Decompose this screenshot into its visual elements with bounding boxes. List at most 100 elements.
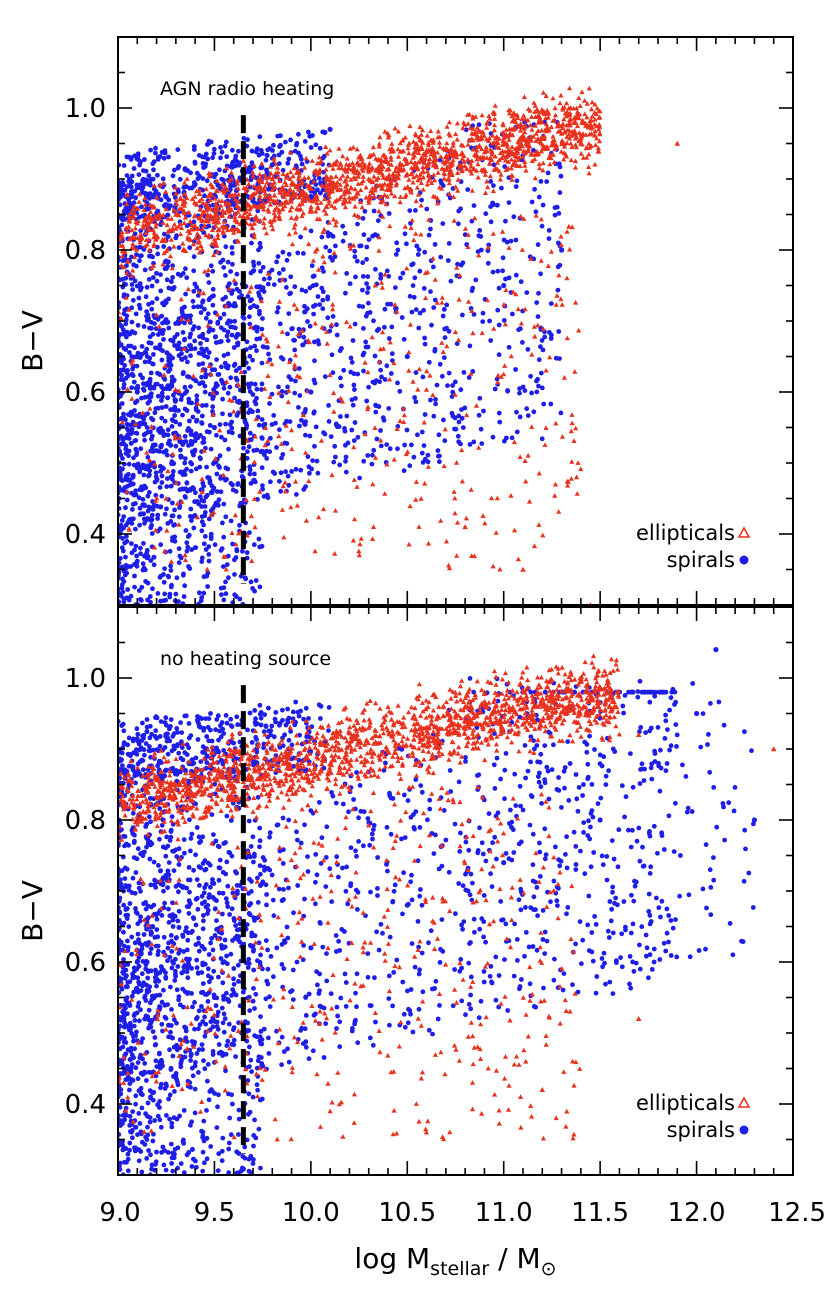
spiral-point	[175, 147, 181, 153]
elliptical-point	[418, 231, 424, 237]
spiral-point	[143, 168, 149, 174]
spiral-point	[205, 272, 211, 278]
elliptical-point	[430, 392, 436, 398]
spiral-point	[370, 233, 375, 239]
elliptical-point	[183, 248, 189, 254]
elliptical-point	[492, 135, 499, 141]
elliptical-point	[483, 136, 490, 142]
spiral-point	[361, 368, 366, 374]
elliptical-point	[521, 94, 527, 100]
spiral-point	[317, 302, 323, 307]
spiral-point	[342, 230, 348, 236]
elliptical-point	[426, 177, 432, 183]
elliptical-point	[234, 218, 240, 224]
spiral-point	[168, 519, 174, 524]
spiral-point	[499, 185, 504, 191]
elliptical-point	[439, 186, 445, 191]
spiral-point	[547, 330, 552, 335]
elliptical-point	[506, 137, 512, 142]
elliptical-point	[235, 209, 241, 214]
spiral-point	[413, 370, 419, 375]
elliptical-point	[305, 175, 312, 180]
spiral-point	[148, 370, 154, 376]
spiral-point	[164, 277, 170, 283]
spiral-point	[193, 431, 199, 437]
spiral-point	[204, 178, 210, 184]
elliptical-point	[282, 203, 288, 209]
spiral-point	[148, 525, 154, 531]
elliptical-point	[386, 166, 392, 171]
elliptical-point	[494, 160, 501, 165]
elliptical-point	[248, 195, 254, 200]
spiral-point	[517, 386, 522, 391]
spiral-point	[123, 275, 129, 281]
elliptical-point	[246, 202, 252, 208]
elliptical-point	[479, 129, 485, 134]
spiral-point	[118, 487, 123, 492]
elliptical-point	[551, 159, 557, 165]
elliptical-point	[468, 163, 474, 169]
y-tick-label: 0.4	[65, 520, 106, 550]
elliptical-point	[523, 137, 529, 143]
elliptical-point	[144, 220, 150, 226]
spiral-point	[158, 542, 164, 548]
spiral-point	[363, 339, 369, 345]
spiral-point	[182, 460, 188, 466]
spiral-point	[254, 386, 260, 392]
elliptical-point	[385, 182, 391, 188]
elliptical-point	[459, 150, 465, 155]
spiral-point	[185, 359, 190, 365]
spiral-point	[413, 399, 419, 405]
spiral-point	[159, 442, 165, 448]
spiral-point	[422, 341, 428, 347]
spiral-point	[248, 481, 254, 486]
spiral-point	[262, 452, 267, 458]
elliptical-point	[281, 194, 287, 199]
elliptical-point	[503, 167, 509, 172]
spiral-point	[471, 203, 477, 209]
elliptical-point	[567, 246, 573, 252]
elliptical-point	[356, 548, 362, 554]
elliptical-point	[370, 524, 377, 529]
spiral-point	[176, 546, 182, 551]
spiral-point	[539, 338, 545, 343]
elliptical-point	[208, 512, 214, 518]
elliptical-point	[178, 196, 184, 201]
spiral-point	[170, 538, 175, 543]
spiral-point	[155, 345, 161, 351]
spiral-point	[188, 170, 194, 176]
spiral-point	[205, 156, 211, 162]
elliptical-point	[481, 149, 488, 155]
elliptical-point	[211, 214, 217, 219]
elliptical-point	[490, 188, 496, 194]
elliptical-point	[487, 116, 493, 121]
elliptical-point	[146, 247, 152, 253]
elliptical-point	[208, 371, 214, 377]
spiral-point	[158, 504, 164, 510]
spiral-point	[480, 319, 486, 324]
spiral-point	[147, 383, 153, 388]
spiral-point	[478, 234, 484, 239]
spiral-point	[242, 369, 248, 375]
spiral-point	[462, 405, 468, 411]
spiral-point	[193, 490, 198, 496]
elliptical-point	[573, 134, 580, 140]
elliptical-point	[323, 144, 329, 149]
elliptical-point	[380, 158, 386, 164]
elliptical-point	[160, 261, 166, 267]
spiral-point	[343, 442, 348, 448]
spiral-point	[124, 570, 130, 576]
spiral-point	[538, 271, 543, 277]
elliptical-point	[171, 221, 178, 227]
spiral-point	[244, 550, 250, 555]
elliptical-point	[304, 192, 310, 197]
elliptical-point	[292, 362, 298, 367]
spiral-point	[294, 492, 299, 497]
spiral-point	[175, 342, 181, 348]
elliptical-point	[497, 150, 504, 156]
spiral-point	[366, 237, 372, 243]
spiral-point	[409, 262, 415, 268]
elliptical-point	[350, 144, 356, 150]
spiral-point	[275, 133, 281, 139]
elliptical-point	[376, 248, 382, 253]
